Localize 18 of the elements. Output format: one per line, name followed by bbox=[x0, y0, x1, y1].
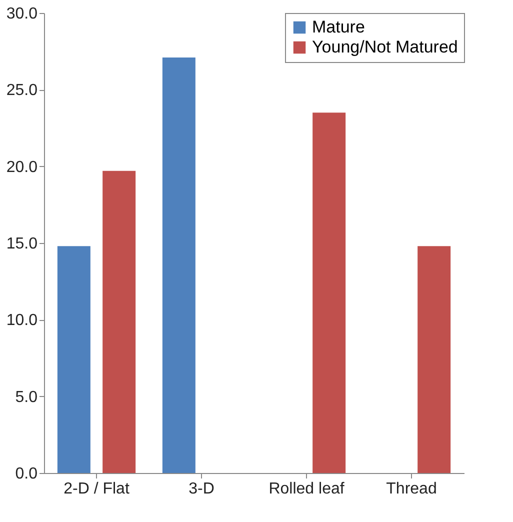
y-tick-label: 0.0 bbox=[15, 466, 38, 482]
bar bbox=[162, 57, 196, 473]
bar bbox=[418, 246, 451, 473]
y-tick-label: 10.0 bbox=[6, 312, 38, 330]
y-tick-label: 20.0 bbox=[6, 158, 38, 176]
y-tick-label: 25.0 bbox=[6, 82, 38, 100]
y-tick-label: 15.0 bbox=[6, 236, 38, 252]
bar bbox=[312, 112, 346, 473]
bar bbox=[57, 246, 90, 473]
y-tick-label: 5.0 bbox=[15, 388, 38, 406]
legend-label: Young/Not Matured bbox=[312, 38, 458, 56]
x-tick-label: Rolled leaf bbox=[268, 480, 345, 498]
x-tick-label: Thread bbox=[386, 480, 437, 498]
bar bbox=[102, 170, 136, 473]
x-tick-label: 3-D bbox=[188, 480, 214, 498]
y-tick-label: 30.0 bbox=[6, 6, 38, 22]
legend-label: Mature bbox=[312, 18, 365, 36]
x-tick-label: 2-D / Flat bbox=[64, 480, 130, 498]
